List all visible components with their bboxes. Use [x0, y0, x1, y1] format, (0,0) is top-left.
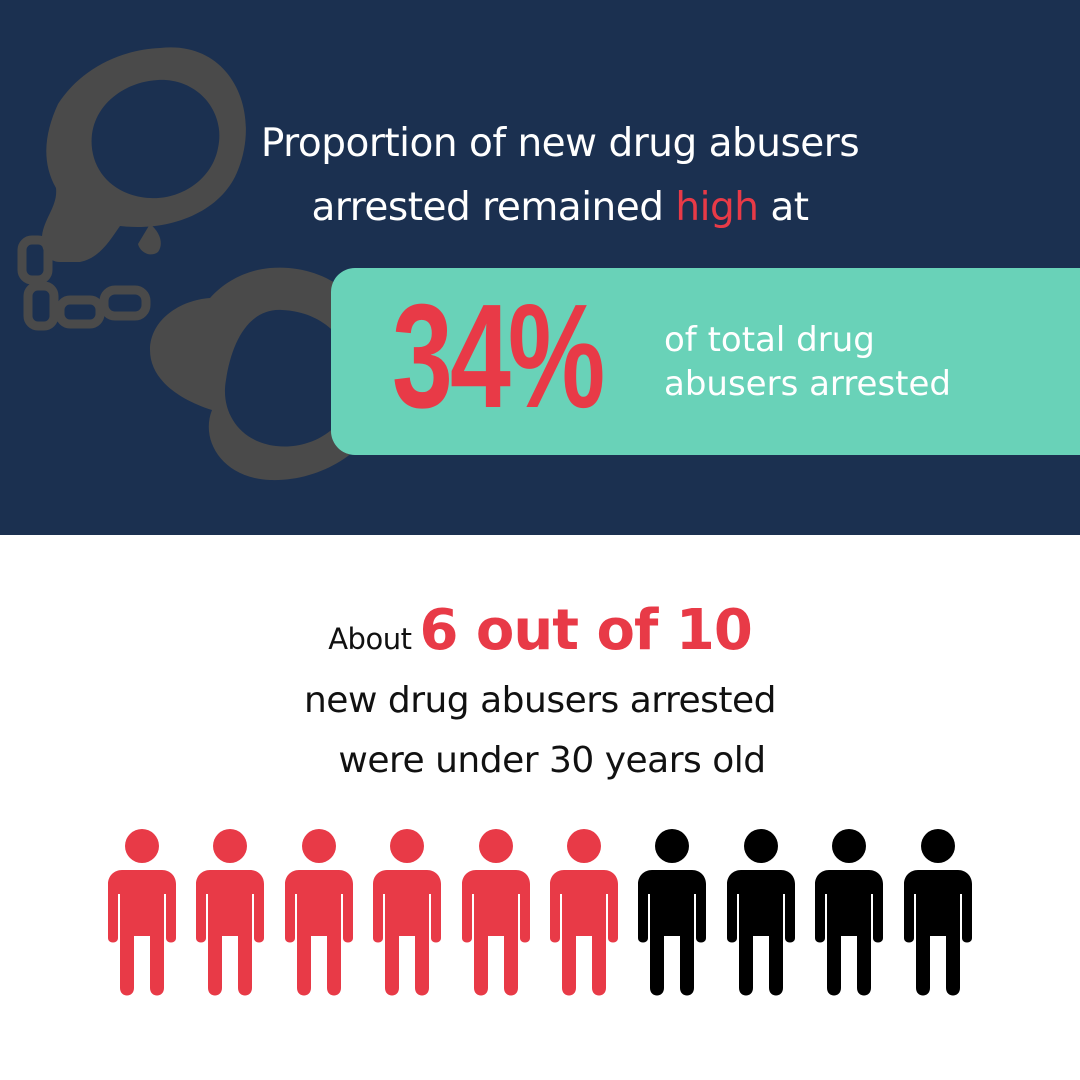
headline-line-2-start: arrested remained [311, 185, 676, 230]
headline: Proportion of new drug abusers arrested … [210, 112, 910, 240]
stat-caption-line-2: abusers arrested [664, 364, 952, 404]
stat-value: 34% [392, 274, 605, 439]
ratio-line-2: were under 30 years old [338, 740, 766, 781]
person-icon [196, 829, 265, 996]
person-icon [550, 829, 618, 996]
pictogram-row [0, 828, 1080, 998]
ratio-line-1: new drug abusers arrested [303, 680, 777, 721]
stat-caption-line-1: of total drug [664, 320, 875, 360]
person-icon [726, 829, 795, 996]
person-icon [461, 829, 530, 996]
person-icon [373, 829, 442, 996]
headline-line-2-end: at [758, 185, 809, 230]
person-icon [108, 829, 176, 996]
headline-line-1: Proportion of new drug abusers [260, 121, 860, 166]
ratio-prefix: About [328, 622, 412, 656]
person-icon [903, 829, 972, 996]
headline-line-2: arrested remained high at [210, 176, 910, 240]
top-panel: Proportion of new drug abusers arrested … [0, 0, 1080, 535]
person-icon [638, 829, 707, 996]
ratio-heading: About 6 out of 10 [0, 598, 1080, 668]
stat-caption: of total drug abusers arrested [664, 318, 1064, 406]
ratio-value: 6 out of 10 [419, 598, 752, 663]
stat-band [331, 268, 1080, 455]
person-icon [284, 829, 353, 996]
headline-highlight: high [675, 185, 759, 230]
person-icon [815, 829, 884, 996]
